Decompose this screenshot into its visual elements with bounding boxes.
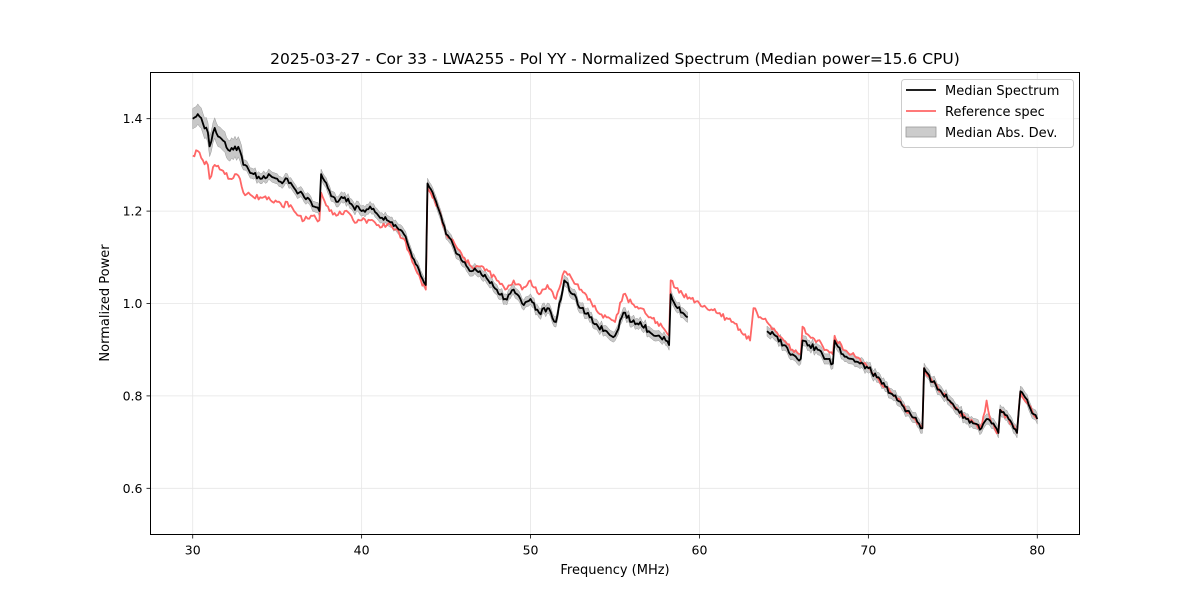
chart-title: 2025-03-27 - Cor 33 - LWA255 - Pol YY - … <box>270 50 960 68</box>
x-tick-label: 30 <box>185 543 201 558</box>
x-tick-label: 70 <box>860 543 876 558</box>
y-tick-label: 0.8 <box>123 388 143 403</box>
y-tick-label: 1.0 <box>123 296 143 311</box>
series-layer <box>192 113 1039 435</box>
x-tick-label: 80 <box>1029 543 1045 558</box>
x-axis-label: Frequency (MHz) <box>560 563 669 578</box>
y-tick-label: 1.2 <box>123 204 143 219</box>
legend-median-label: Median Spectrum <box>945 84 1059 99</box>
legend: Median Spectrum Reference spec Median Ab… <box>901 79 1074 148</box>
y-axis-label: Normalized Power <box>98 244 113 362</box>
y-tick-label: 1.4 <box>123 111 143 126</box>
y-tick-label: 0.6 <box>123 481 143 496</box>
mad-band <box>192 103 688 351</box>
legend-mad-swatch <box>905 126 937 138</box>
median-spectrum-line <box>766 330 1039 434</box>
legend-mad-label: Median Abs. Dev. <box>945 126 1057 141</box>
legend-reference-label: Reference spec <box>945 105 1045 120</box>
median-spectrum-line <box>192 113 689 346</box>
x-tick-label: 40 <box>354 543 370 558</box>
x-tick-label: 50 <box>523 543 539 558</box>
legend-box <box>901 79 1074 148</box>
x-tick-label: 60 <box>692 543 708 558</box>
axis-ticks: 30 40 50 60 70 80 0.6 0.8 1.0 1.2 1.4 <box>123 111 1046 557</box>
